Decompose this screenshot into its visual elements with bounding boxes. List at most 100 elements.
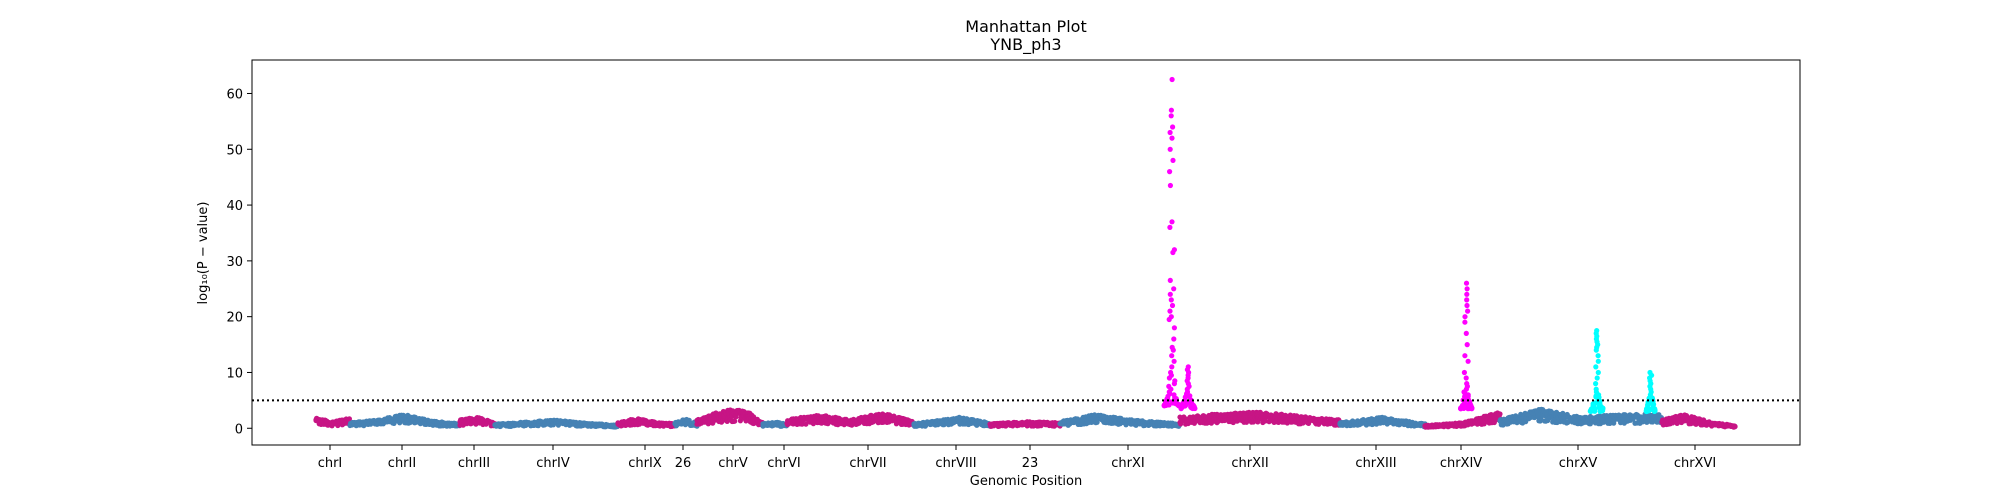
data-point bbox=[1462, 319, 1468, 325]
data-point bbox=[1462, 394, 1468, 400]
data-point bbox=[1171, 286, 1177, 292]
x-axis: chrI chrII chrIII chrIV chrIX 26 chrV chrVI chrV… bbox=[318, 445, 1716, 471]
data-point bbox=[1167, 182, 1173, 189]
data-point bbox=[1462, 353, 1468, 359]
data-point bbox=[1644, 408, 1650, 414]
x-tick-label: chrXV bbox=[1559, 456, 1598, 471]
chart-subtitle: YNB_ph3 bbox=[989, 35, 1061, 55]
y-tick-label: 20 bbox=[226, 311, 243, 326]
data-point bbox=[1595, 358, 1601, 364]
data-point bbox=[1168, 107, 1174, 113]
data-point bbox=[1597, 400, 1603, 406]
data-point bbox=[1595, 369, 1601, 376]
data-point bbox=[1166, 316, 1172, 323]
data-point bbox=[1171, 358, 1177, 364]
x-tick-label: chrXIII bbox=[1355, 456, 1396, 471]
data-point bbox=[1166, 375, 1172, 381]
x-tick-label: chrIX bbox=[628, 456, 662, 471]
chart-title: Manhattan Plot bbox=[965, 17, 1086, 36]
data-point bbox=[1167, 391, 1173, 397]
data-point bbox=[1594, 375, 1600, 381]
data-point bbox=[1465, 308, 1471, 314]
data-point bbox=[1169, 219, 1175, 225]
data-point bbox=[1162, 401, 1168, 407]
x-tick-label: chrVIII bbox=[935, 456, 976, 471]
data-point bbox=[1464, 297, 1470, 303]
plot-frame bbox=[251, 59, 1801, 446]
data-point bbox=[1169, 353, 1175, 359]
data-point bbox=[1170, 347, 1176, 353]
x-tick-label: chrI bbox=[318, 456, 343, 471]
data-point bbox=[1464, 302, 1470, 309]
data-point bbox=[1597, 406, 1603, 412]
data-point bbox=[1169, 302, 1176, 309]
data-point bbox=[1171, 381, 1177, 387]
data-point bbox=[1593, 347, 1599, 353]
data-point bbox=[1732, 423, 1738, 429]
data-point bbox=[1167, 291, 1173, 297]
data-point bbox=[1171, 325, 1177, 331]
x-tick-label: chrXI bbox=[1111, 456, 1144, 471]
data-point bbox=[1169, 76, 1175, 83]
data-point bbox=[799, 421, 805, 427]
data-point bbox=[1588, 408, 1594, 414]
data-point bbox=[346, 416, 352, 422]
data-point bbox=[1167, 224, 1173, 230]
x-tick-label: chrIV bbox=[536, 456, 570, 471]
x-tick-label: chrVII bbox=[849, 456, 886, 471]
data-point bbox=[1169, 364, 1175, 370]
data-point bbox=[1180, 401, 1186, 407]
x-tick-label: chrXII bbox=[1231, 456, 1268, 471]
y-axis: 0 10 20 30 40 50 60 bbox=[226, 87, 252, 437]
y-tick-label: 60 bbox=[226, 87, 243, 102]
data-point bbox=[1167, 129, 1173, 136]
data-point bbox=[1464, 286, 1470, 292]
data-point bbox=[1463, 330, 1469, 336]
y-tick-label: 10 bbox=[226, 366, 243, 381]
data-point bbox=[1167, 146, 1173, 152]
x-tick-label: chrV bbox=[718, 456, 748, 471]
data-point bbox=[1461, 369, 1467, 376]
x-tick-label: chrII bbox=[388, 456, 416, 471]
data-point bbox=[1170, 249, 1176, 256]
data-point bbox=[1184, 391, 1190, 397]
data-point bbox=[732, 418, 738, 424]
y-tick-label: 30 bbox=[226, 255, 243, 270]
data-point bbox=[1462, 404, 1468, 410]
data-point bbox=[1170, 124, 1176, 130]
data-point bbox=[1170, 157, 1176, 163]
y-tick-label: 50 bbox=[226, 143, 243, 158]
data-points bbox=[313, 76, 1738, 430]
data-point bbox=[1595, 353, 1601, 359]
data-point bbox=[1469, 405, 1475, 412]
x-tick-label: chrVI bbox=[767, 456, 800, 471]
y-axis-label: log₁₀(P − value) bbox=[196, 202, 211, 305]
data-point bbox=[1190, 405, 1196, 412]
data-point bbox=[1168, 113, 1174, 119]
data-point bbox=[1167, 308, 1173, 314]
x-tick-label: 26 bbox=[675, 456, 692, 471]
x-axis-label: Genomic Position bbox=[970, 474, 1082, 489]
data-point bbox=[1458, 406, 1464, 412]
data-point bbox=[1167, 277, 1173, 283]
data-point bbox=[1168, 297, 1174, 303]
data-point bbox=[1169, 135, 1175, 141]
data-point bbox=[1497, 411, 1503, 417]
data-point bbox=[1178, 406, 1184, 412]
x-tick-label: chrXIV bbox=[1440, 456, 1482, 471]
x-tick-label: 23 bbox=[1022, 456, 1039, 471]
data-point bbox=[1465, 358, 1471, 364]
data-point bbox=[1167, 169, 1173, 175]
data-point bbox=[1171, 336, 1177, 342]
data-point bbox=[1463, 375, 1469, 381]
x-tick-label: chrXVI bbox=[1674, 456, 1716, 471]
data-point bbox=[1590, 402, 1596, 409]
y-tick-label: 0 bbox=[235, 422, 243, 437]
y-tick-label: 40 bbox=[226, 199, 243, 214]
data-point bbox=[1651, 406, 1657, 412]
data-point bbox=[1462, 314, 1468, 320]
data-point bbox=[1464, 342, 1470, 348]
data-point bbox=[825, 421, 831, 427]
data-point bbox=[391, 420, 397, 426]
